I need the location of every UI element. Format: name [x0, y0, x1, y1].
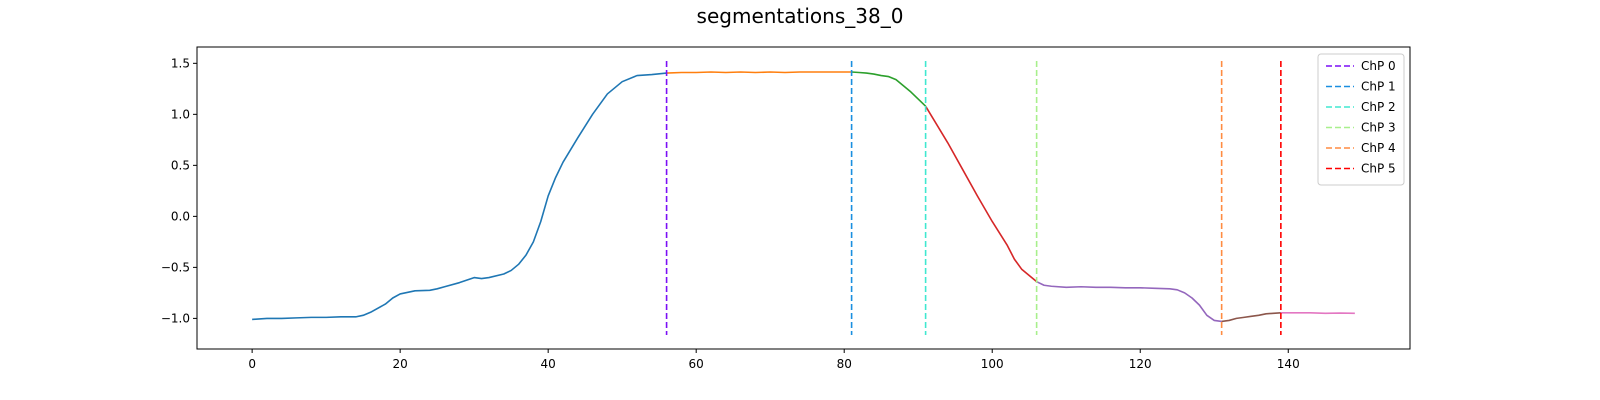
series-line-4: [1036, 280, 1222, 323]
series-layer: [252, 71, 1355, 323]
y-tick-label: 0.0: [171, 209, 190, 223]
series-line-2: [851, 71, 927, 107]
x-tick-label: 80: [837, 357, 852, 371]
legend-label: ChP 2: [1361, 100, 1396, 114]
legend-label: ChP 3: [1361, 121, 1396, 135]
y-axis: −1.0 −0.5 0.0 0.5 1.0 1.5: [161, 56, 197, 325]
series-line-5: [1221, 311, 1281, 323]
y-tick-label: 1.5: [171, 56, 190, 70]
x-tick-label: 100: [981, 357, 1004, 371]
series-line-3: [924, 105, 1038, 283]
series-line-6: [1280, 311, 1355, 315]
legend-label: ChP 0: [1361, 59, 1396, 73]
x-tick-label: 40: [541, 357, 556, 371]
y-tick-label: 1.0: [171, 107, 190, 121]
y-tick-label: 0.5: [171, 158, 190, 172]
plot-frame: [196, 46, 1411, 350]
series-line-1: [666, 71, 852, 74]
legend-label: ChP 4: [1361, 141, 1396, 155]
y-tick-label: −1.0: [161, 311, 190, 325]
x-tick-label: 60: [689, 357, 704, 371]
x-tick-label: 0: [248, 357, 256, 371]
x-axis: 0 20 40 60 80 100 120 140: [248, 349, 1300, 371]
y-tick-label: −0.5: [161, 260, 190, 274]
series-line-0: [252, 72, 667, 321]
x-tick-label: 20: [393, 357, 408, 371]
changepoint-layer: [665, 61, 1282, 335]
legend: ChP 0 ChP 1 ChP 2 ChP 3 ChP 4 ChP 5: [1317, 53, 1405, 186]
x-tick-label: 120: [1129, 357, 1152, 371]
legend-label: ChP 5: [1361, 162, 1396, 176]
chart-title: segmentations_38_0: [696, 4, 904, 28]
x-tick-label: 140: [1277, 357, 1300, 371]
legend-label: ChP 1: [1361, 80, 1396, 94]
